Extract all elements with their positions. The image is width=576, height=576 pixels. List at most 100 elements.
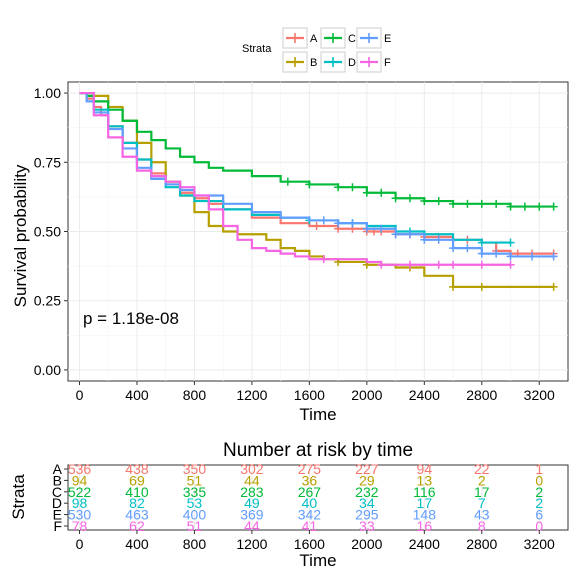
censor-mark-E [377,224,386,233]
risk-count-C: 335 [183,484,207,500]
risk-count-A: 94 [417,461,433,477]
censor-mark-E [405,230,414,239]
censor-mark-F [477,260,486,269]
censor-mark-C [477,199,486,208]
censor-mark-C [348,183,357,192]
risk-count-C: 232 [355,484,379,500]
risk-count-F: 62 [129,518,145,534]
risk-count-F: 51 [187,518,203,534]
risk-x-tick-label: 3200 [524,536,555,552]
risk-count-C: 522 [68,484,92,500]
risk-row-label-F: F [53,518,62,534]
risk-x-tick-label: 400 [125,536,149,552]
censor-mark-F [319,255,328,264]
x-tick-label: 3200 [524,387,555,403]
censor-mark-D [506,238,515,247]
risk-count-E: 295 [355,507,379,523]
censor-mark-F [506,260,515,269]
censor-mark-E [319,216,328,225]
risk-count-B: 36 [302,472,318,488]
risk-row-label-E: E [53,507,62,523]
risk-count-C: 116 [413,484,436,500]
y-tick-label: 0.00 [34,362,61,378]
censor-mark-C [420,197,429,206]
censor-mark-C [305,180,314,189]
risk-count-F: 0 [535,518,543,534]
censor-mark-C [283,177,292,186]
risk-count-E: 6 [535,507,543,523]
censor-mark-E [492,249,501,258]
y-tick-label: 0.75 [34,154,61,170]
risk-table-panel [67,464,569,531]
risk-count-D: 82 [129,495,145,511]
censor-mark-E [391,230,400,239]
risk-count-D: 49 [244,495,260,511]
x-tick-label: 2800 [466,387,497,403]
censor-mark-C [334,183,343,192]
risk-count-E: 43 [474,507,490,523]
risk-count-B: 13 [417,472,433,488]
censor-mark-C [449,199,458,208]
risk-count-F: 8 [478,518,486,534]
censor-mark-D [477,238,486,247]
x-tick-label: 0 [76,387,84,403]
risk-count-A: 536 [68,461,92,477]
risk-table-rows: A 536 438 350 302 275 227 94 22 1B 94 69 51 44 36 29 13 2… [52,461,543,534]
censor-mark-E [449,244,458,253]
legend-label-D: D [348,57,356,69]
risk-count-B: 2 [478,472,486,488]
risk-count-C: 410 [125,484,149,500]
censor-mark-C [549,202,558,211]
censor-mark-E [348,219,357,228]
y-axis-title: Survival probability [11,164,30,307]
legend-label-B: B [310,57,317,69]
risk-count-A: 22 [474,461,490,477]
risk-count-E: 342 [298,507,322,523]
risk-count-D: 40 [302,495,318,511]
censor-mark-C [377,188,386,197]
risk-count-C: 2 [535,484,543,500]
risk-row-label-D: D [52,495,62,511]
risk-count-F: 33 [359,518,375,534]
risk-count-E: 400 [183,507,207,523]
risk-count-C: 17 [474,484,490,500]
x-tick-label: 1600 [294,387,325,403]
risk-x-tick-label: 2800 [466,536,497,552]
risk-row-label-B: B [53,472,62,488]
risk-count-B: 44 [244,472,260,488]
risk-count-D: 98 [72,495,88,511]
censor-mark-F [434,260,443,269]
censor-mark-F [405,260,414,269]
legend: Strata AB CD EF [242,27,391,73]
legend-label-F: F [384,57,391,69]
x-tick-label: 400 [125,387,149,403]
censor-mark-C [535,202,544,211]
risk-table-title: Number at risk by time [223,440,413,461]
risk-x-tick-label: 2000 [351,536,382,552]
risk-count-E: 463 [125,507,149,523]
risk-count-D: 34 [359,495,375,511]
legend-label-C: C [348,33,356,45]
survival-curves [79,91,558,291]
risk-row-label-C: C [52,484,62,500]
censor-mark-C [492,199,501,208]
risk-count-F: 78 [72,518,88,534]
censor-mark-F [377,260,386,269]
censor-mark-E [477,249,486,258]
risk-x-tick-label: 2400 [409,536,440,552]
risk-count-D: 17 [417,495,433,511]
risk-x-axis-title: Time [299,551,336,570]
risk-count-B: 94 [72,472,88,488]
risk-count-F: 16 [417,518,433,534]
risk-count-A: 275 [298,461,322,477]
risk-count-C: 283 [240,484,264,500]
legend-label-E: E [384,33,391,45]
censor-mark-A [312,221,321,230]
y-tick-label: 1.00 [34,85,61,101]
censor-mark-C [391,194,400,203]
censor-mark-B [549,282,558,291]
y-axis-ticks: 0.00 0.25 0.50 0.75 1.00 [34,85,68,378]
censor-mark-E [362,224,371,233]
risk-count-D: 7 [478,495,486,511]
